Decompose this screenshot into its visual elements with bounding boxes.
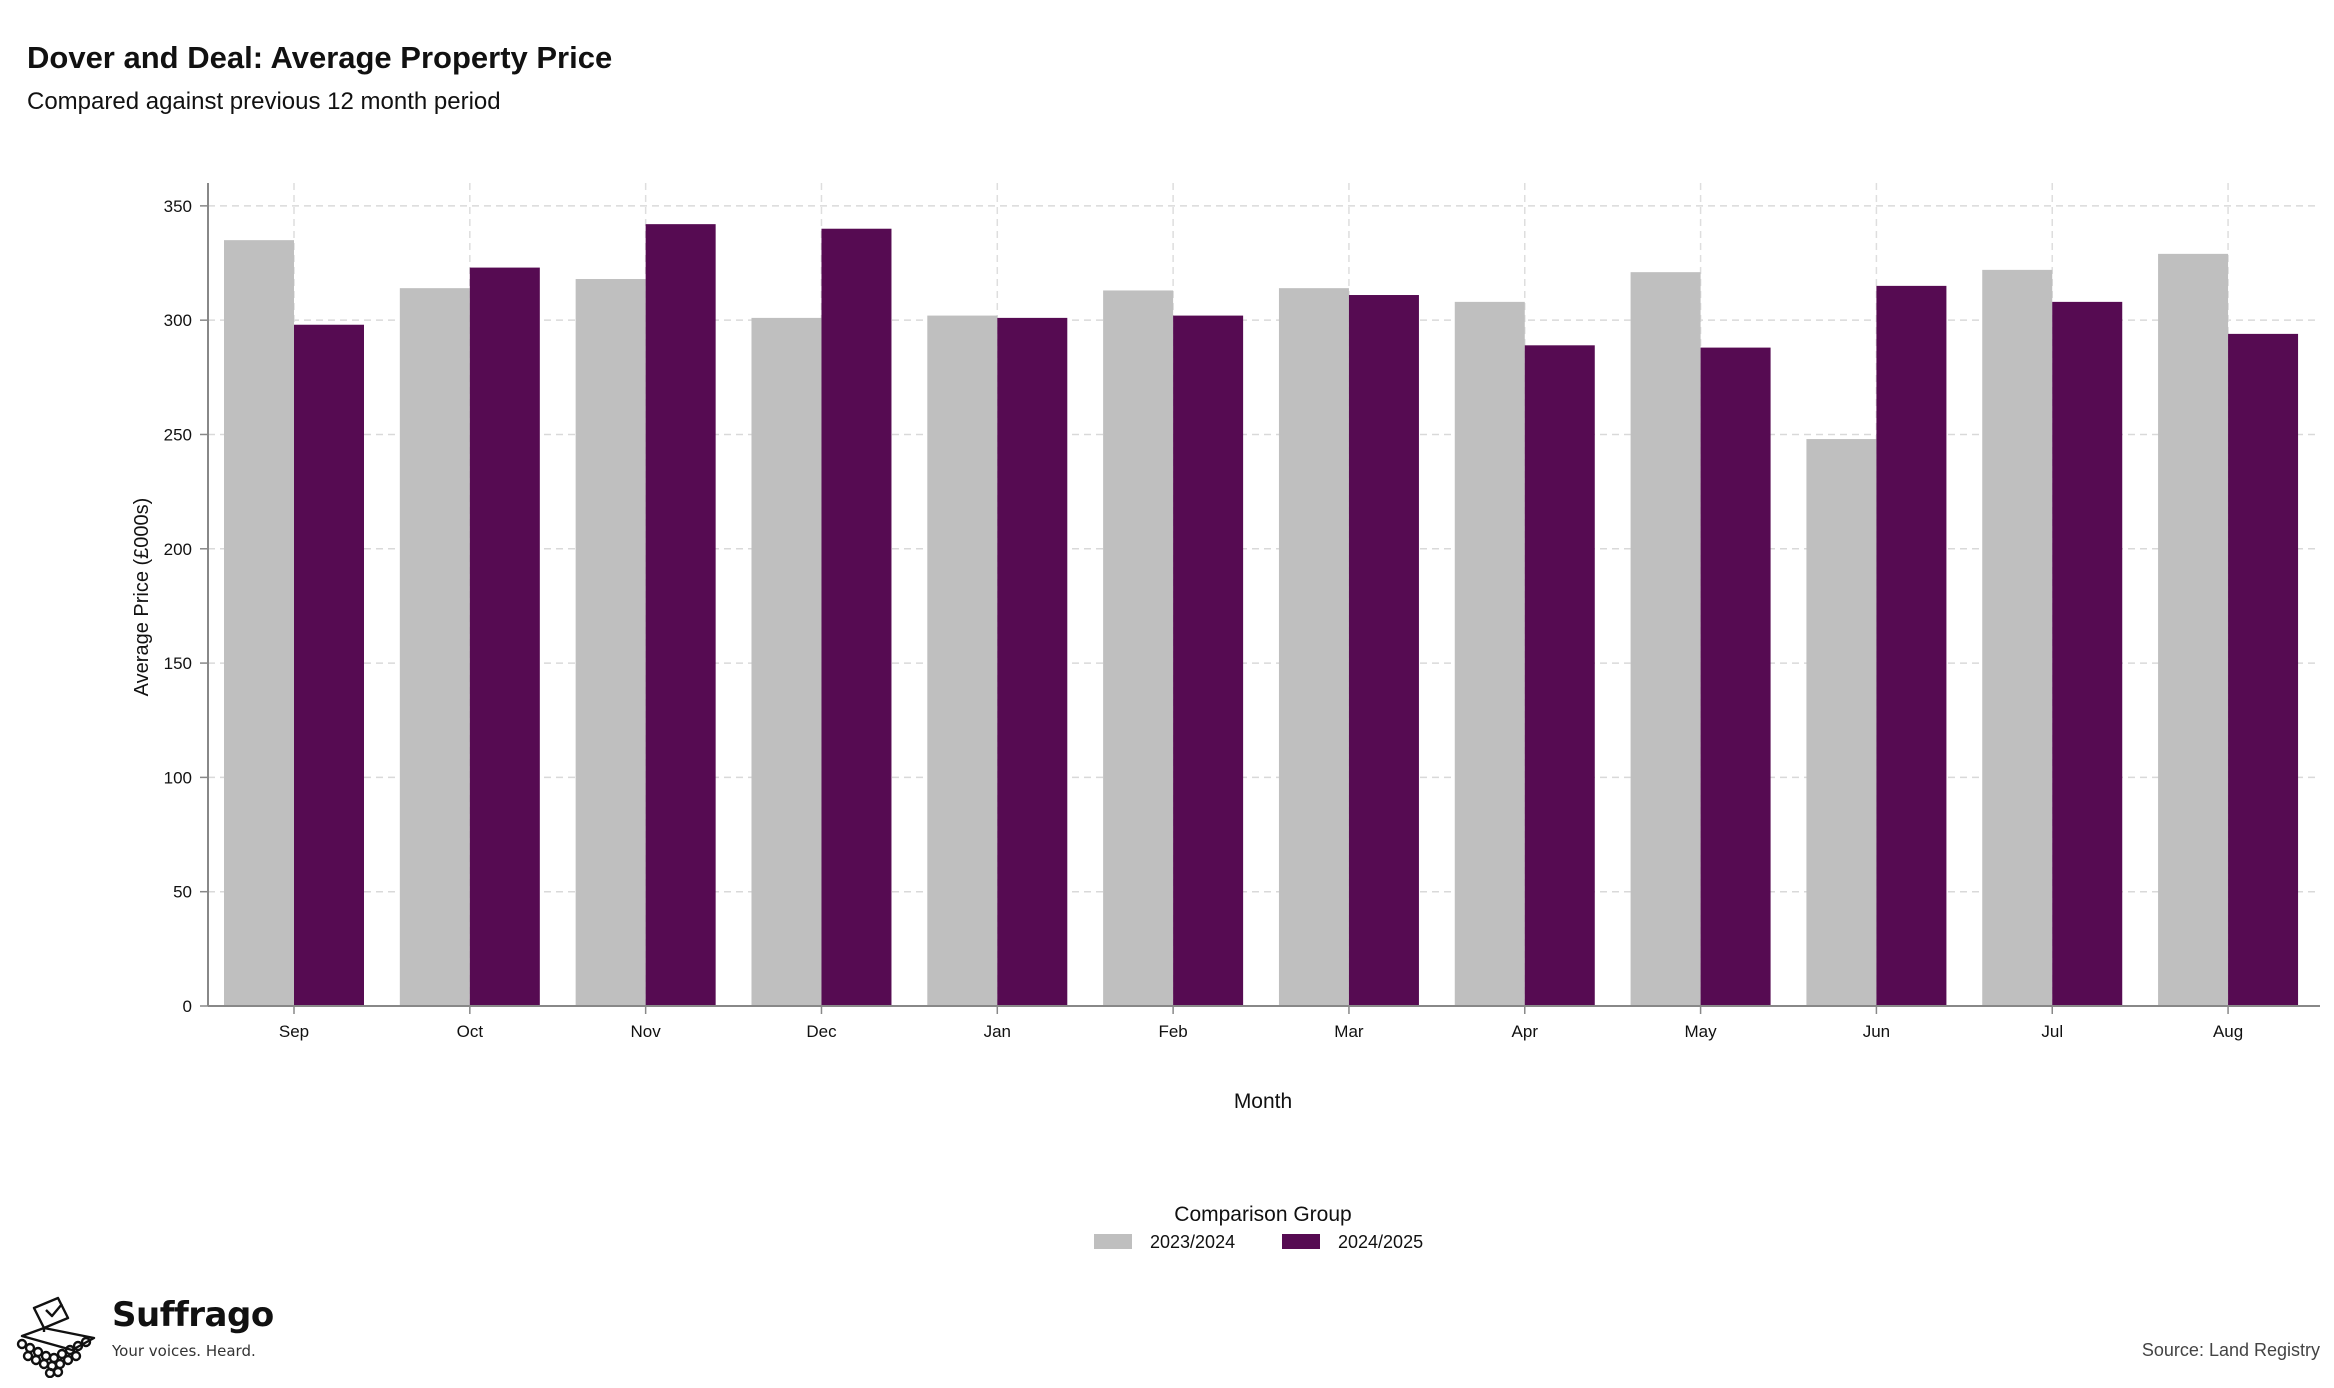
bar-2023-2024-jun bbox=[1806, 439, 1877, 1006]
legend-swatch-2024-2025 bbox=[1282, 1234, 1320, 1249]
bar-2023-2024-jan bbox=[927, 315, 998, 1006]
axes bbox=[200, 183, 2320, 1014]
legend-title: Comparison Group bbox=[1174, 1203, 1351, 1226]
y-tick-label: 50 bbox=[173, 883, 192, 902]
source-note: Source: Land Registry bbox=[2141, 1340, 2320, 1360]
x-tick-label: Feb bbox=[1158, 1022, 1187, 1041]
x-tick-label: Aug bbox=[2213, 1022, 2243, 1041]
x-tick-label: Oct bbox=[457, 1022, 484, 1041]
y-tick-label: 300 bbox=[164, 311, 192, 330]
bar-2024-2025-sep bbox=[294, 324, 364, 1006]
x-tick-label: May bbox=[1685, 1022, 1718, 1041]
bar-2023-2024-feb bbox=[1103, 290, 1174, 1006]
bar-2024-2025-dec bbox=[821, 228, 892, 1006]
y-tick-labels: 0 50 100 150 200 250 300 350 bbox=[164, 197, 192, 1016]
bar-2024-2025-feb bbox=[1173, 315, 1244, 1006]
bar-2023-2024-aug bbox=[2158, 253, 2229, 1006]
chart-title: Dover and Deal: Average Property Price bbox=[27, 40, 613, 75]
x-tick-label: Nov bbox=[631, 1022, 662, 1041]
bar-2024-2025-apr bbox=[1524, 345, 1595, 1006]
x-tick-label: Sep bbox=[279, 1022, 309, 1041]
bars-group bbox=[224, 224, 2299, 1007]
bar-2023-2024-dec bbox=[751, 317, 822, 1006]
y-tick-label: 250 bbox=[164, 425, 192, 444]
x-tick-label: Apr bbox=[1512, 1022, 1539, 1041]
bar-2023-2024-mar bbox=[1278, 288, 1349, 1006]
bar-2024-2025-nov bbox=[645, 224, 716, 1006]
chart-subtitle: Compared against previous 12 month perio… bbox=[27, 88, 501, 115]
brand-tagline: Your voices. Heard. bbox=[112, 1342, 256, 1360]
bar-chart: 0 50 100 150 200 250 300 350 Sep Oct Nov Dec Jan Feb… bbox=[131, 183, 2320, 1252]
bar-2023-2024-sep bbox=[224, 240, 294, 1006]
bar-2024-2025-mar bbox=[1348, 295, 1419, 1007]
legend-label: 2024/2025 bbox=[1338, 1232, 1423, 1252]
x-tick-label: Jun bbox=[1863, 1022, 1890, 1041]
legend: Comparison Group 2023/2024 2024/2025 bbox=[1094, 1203, 1423, 1252]
y-tick-label: 200 bbox=[164, 540, 192, 559]
x-tick-label: Jan bbox=[984, 1022, 1011, 1041]
legend-label: 2023/2024 bbox=[1150, 1232, 1235, 1252]
x-axis-label: Month bbox=[1234, 1090, 1292, 1113]
bar-2024-2025-aug bbox=[2228, 333, 2299, 1007]
y-tick-label: 0 bbox=[183, 997, 192, 1016]
x-tick-label: Dec bbox=[806, 1022, 837, 1041]
x-tick-labels: Sep Oct Nov Dec Jan Feb Mar Apr May Jun Jul Aug bbox=[279, 1022, 2243, 1041]
bar-2023-2024-jul bbox=[1982, 269, 2053, 1007]
bar-2023-2024-nov bbox=[575, 279, 646, 1006]
bar-2024-2025-oct bbox=[469, 267, 540, 1006]
legend-items: 2023/2024 2024/2025 bbox=[1094, 1232, 1423, 1252]
y-tick-label: 150 bbox=[164, 654, 192, 673]
bar-2023-2024-may bbox=[1630, 272, 1701, 1006]
x-tick-label: Mar bbox=[1334, 1022, 1364, 1041]
ballot-box-icon bbox=[16, 1296, 96, 1378]
bar-2024-2025-may bbox=[1700, 347, 1771, 1007]
bar-2024-2025-jan bbox=[997, 317, 1068, 1006]
bar-2023-2024-oct bbox=[399, 288, 470, 1006]
y-axis-label: Average Price (£000s) bbox=[131, 498, 153, 697]
y-tick-label: 100 bbox=[164, 768, 192, 787]
legend-swatch-2023-2024 bbox=[1094, 1234, 1132, 1249]
bar-2024-2025-jul bbox=[2052, 301, 2123, 1006]
bar-2023-2024-apr bbox=[1454, 301, 1525, 1006]
bar-2024-2025-jun bbox=[1876, 285, 1947, 1006]
y-tick-label: 350 bbox=[164, 197, 192, 216]
brand-block: Suffrago Your voices. Heard. bbox=[12, 1292, 312, 1382]
brand-name: Suffrago bbox=[112, 1295, 274, 1335]
x-tick-label: Jul bbox=[2041, 1022, 2063, 1041]
